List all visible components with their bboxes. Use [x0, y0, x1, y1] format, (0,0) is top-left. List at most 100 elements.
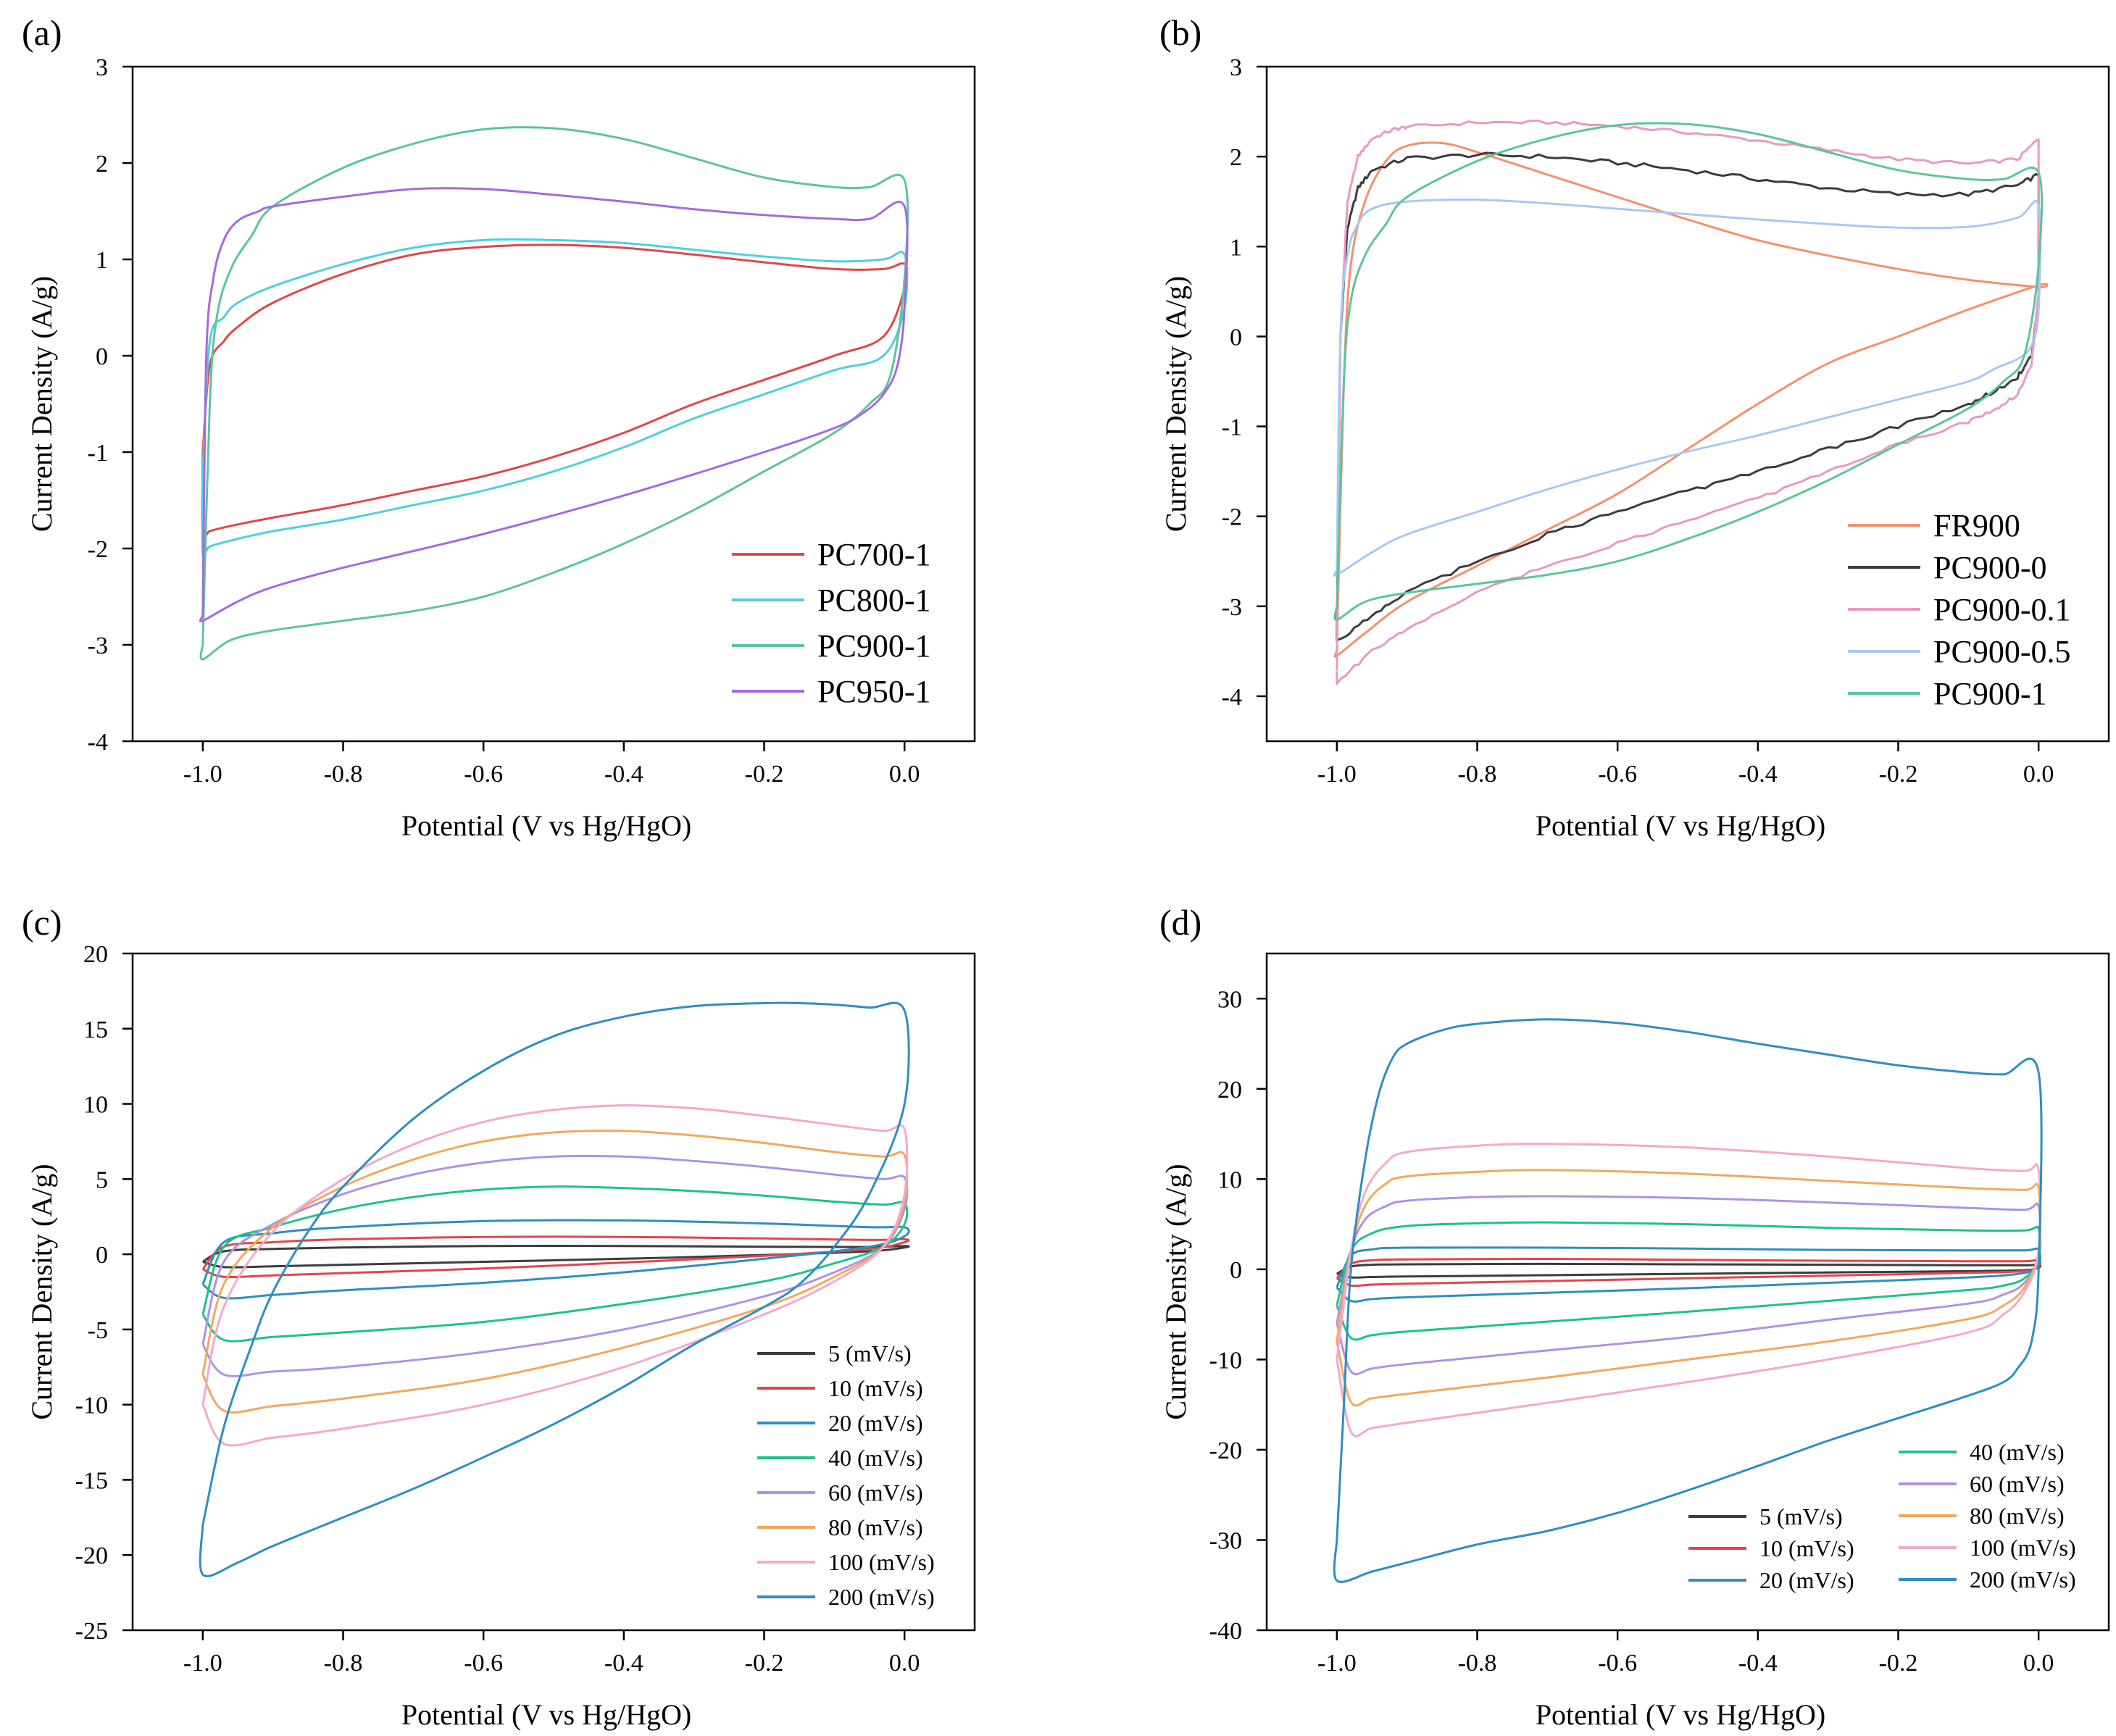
- legend-label: PC800-1: [817, 583, 930, 618]
- plot-frame: [1265, 65, 2110, 743]
- series-line-80-mv-s: [1336, 1169, 2042, 1407]
- legend-label: 200 (mV/s): [828, 1584, 935, 1610]
- y-tick-label: 20: [1217, 1077, 1242, 1103]
- legend-label: 10 (mV/s): [1759, 1535, 1854, 1561]
- y-tick-label: 1: [96, 247, 108, 274]
- panel-label: (d): [1159, 902, 1201, 943]
- y-tick-label: 5: [96, 1167, 108, 1193]
- x-tick-label: -0.2: [1879, 1650, 1918, 1677]
- y-tick-label: -20: [75, 1543, 108, 1569]
- y-tick-label: 0: [1230, 324, 1242, 351]
- y-tick-label: -2: [1222, 504, 1242, 531]
- y-tick-label: 1: [1230, 234, 1242, 261]
- x-tick-label: -0.6: [464, 761, 503, 788]
- y-tick-label: -1: [1222, 414, 1242, 441]
- y-axis-label: Current Density (A/g): [25, 276, 58, 532]
- series-line-40-mv-s: [201, 1185, 909, 1343]
- panel-d: (d) -1.0 -0.8 -0.6 -0.4 -0.2 0.0 -40 -30 -20 -10 0 1…: [1159, 902, 2110, 1731]
- y-tick-label: -4: [88, 729, 108, 756]
- series-line-200-mv-s: [199, 1001, 910, 1577]
- series-line-60-mv-s: [201, 1154, 909, 1377]
- legend-label: 40 (mV/s): [828, 1445, 923, 1471]
- y-tick-label: 3: [1230, 54, 1242, 81]
- series-line-60-mv-s: [1336, 1195, 2042, 1376]
- series-line-40-mv-s: [1336, 1221, 2042, 1341]
- x-tick-label: -0.2: [745, 761, 784, 788]
- panel-a: (a) -1.0 -0.8 -0.6 -0.4 -0.2 0.0 -4 -3 -2 -1 0 1 2 3 Po…: [22, 12, 976, 842]
- legend-label: 10 (mV/s): [828, 1375, 923, 1401]
- y-tick-label: -25: [75, 1618, 108, 1645]
- legend-label: FR900: [1933, 508, 2020, 543]
- x-tick-label: -0.8: [324, 761, 363, 788]
- series-line-100-mv-s: [1336, 1143, 2042, 1437]
- x-tick-label: -0.4: [604, 761, 643, 788]
- x-tick-label: 0.0: [889, 1650, 920, 1677]
- legend-label: 200 (mV/s): [1970, 1566, 2076, 1593]
- x-tick-label: 0.0: [889, 761, 920, 788]
- legend-label: PC900-0: [1933, 550, 2046, 585]
- y-tick-label: -2: [88, 536, 108, 563]
- series-line-pc800-1: [201, 238, 909, 559]
- legend-label: PC900-0.5: [1933, 634, 2070, 669]
- x-tick-label: -0.4: [1738, 1650, 1778, 1677]
- y-tick-label: 20: [83, 941, 108, 968]
- series-group: [1333, 120, 2049, 685]
- legend-label: 100 (mV/s): [828, 1549, 935, 1575]
- y-tick-label: -5: [88, 1317, 108, 1344]
- legend-label: PC950-1: [817, 674, 930, 709]
- x-axis-label: Potential (V vs Hg/HgO): [1536, 809, 1825, 842]
- x-axis-label: Potential (V vs Hg/HgO): [401, 809, 691, 842]
- series-line-pc900-1: [199, 126, 909, 661]
- y-tick-label: 0: [96, 1242, 108, 1269]
- legend-label: 80 (mV/s): [1970, 1503, 2065, 1529]
- y-axis-label: Current Density (A/g): [1159, 276, 1192, 532]
- x-tick-label: -0.6: [1598, 761, 1637, 788]
- legend-label: 100 (mV/s): [1970, 1535, 2076, 1561]
- series-line-80-mv-s: [201, 1130, 909, 1414]
- series-group: [199, 1001, 910, 1577]
- y-tick-label: 0: [96, 343, 108, 370]
- y-tick-label: 3: [96, 54, 108, 81]
- series-line-fr900: [1333, 141, 2049, 658]
- y-tick-label: 2: [96, 151, 108, 178]
- y-tick-label: 10: [1217, 1167, 1242, 1193]
- legend-label: PC900-1: [1933, 676, 2046, 711]
- legend-label: 60 (mV/s): [828, 1480, 923, 1506]
- legend-label: 20 (mV/s): [1759, 1567, 1854, 1593]
- x-tick-label: -0.2: [745, 1650, 784, 1677]
- y-tick-label: 30: [1217, 986, 1242, 1013]
- panel-label: (a): [22, 12, 62, 53]
- y-tick-label: 10: [83, 1092, 108, 1119]
- series-group: [1333, 1018, 2043, 1583]
- legend-label: PC700-1: [817, 537, 930, 572]
- series-line-pc700-1: [201, 243, 909, 543]
- panel-label: (b): [1159, 12, 1201, 53]
- panel-c: (c) -1.0 -0.8 -0.6 -0.4 -0.2 0.0 -25 -20 -15 -10 -5…: [22, 902, 976, 1731]
- panel-label: (c): [22, 902, 62, 943]
- series-group: [199, 126, 909, 661]
- series-line-5-mv-s: [1336, 1262, 2042, 1279]
- series-line-100-mv-s: [201, 1104, 909, 1447]
- x-tick-label: -0.6: [464, 1650, 503, 1677]
- x-tick-label: -0.6: [1598, 1650, 1637, 1677]
- x-tick-label: -0.4: [1738, 761, 1778, 788]
- x-axis-label: Potential (V vs Hg/HgO): [401, 1698, 691, 1731]
- y-tick-label: 0: [1230, 1257, 1242, 1284]
- plot-frame: [131, 65, 976, 743]
- legend-label: 5 (mV/s): [1759, 1503, 1843, 1530]
- legend-label: PC900-0.1: [1933, 592, 2070, 627]
- legend-label: 60 (mV/s): [1970, 1471, 2065, 1497]
- y-tick-label: -20: [1209, 1437, 1242, 1464]
- plot-frame: [1265, 952, 2110, 1632]
- y-tick-label: 15: [83, 1017, 108, 1043]
- y-axis-label: Current Density (A/g): [25, 1164, 58, 1419]
- legend-label: 5 (mV/s): [828, 1340, 912, 1366]
- series-line-5-mv-s: [202, 1244, 910, 1269]
- x-tick-label: -1.0: [183, 1650, 222, 1677]
- x-tick-label: 0.0: [2023, 1650, 2054, 1677]
- x-axis-label: Potential (V vs Hg/HgO): [1536, 1698, 1825, 1731]
- y-tick-label: -40: [1209, 1618, 1242, 1645]
- plot-frame: [131, 952, 976, 1632]
- x-tick-label: -1.0: [1317, 761, 1357, 788]
